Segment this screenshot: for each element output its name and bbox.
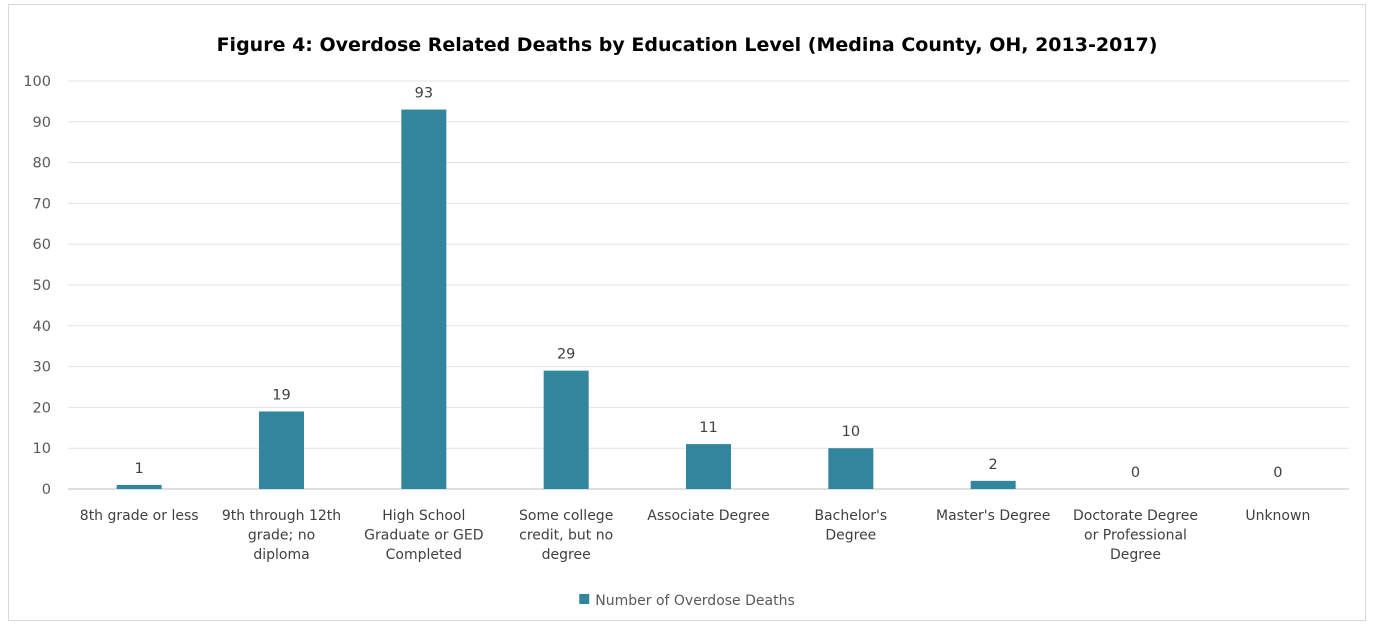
x-tick-label: Bachelor's Degree bbox=[814, 508, 887, 544]
y-tick-label: 30 bbox=[33, 360, 51, 376]
y-tick-label: 0 bbox=[42, 482, 51, 498]
bar bbox=[401, 109, 447, 489]
bar bbox=[259, 411, 304, 489]
bar bbox=[828, 448, 874, 489]
data-label: 0 bbox=[1131, 465, 1140, 481]
data-labels: 1 19 93 29 11 10 2 0 0 bbox=[135, 86, 1283, 481]
bar bbox=[686, 444, 731, 489]
x-tick-label: Associate Degree bbox=[647, 508, 769, 524]
bars bbox=[116, 109, 1016, 489]
legend-swatch bbox=[579, 594, 590, 604]
data-label: 2 bbox=[989, 457, 998, 473]
x-tick-label: 8th grade or less bbox=[80, 508, 199, 524]
x-tick-label: Some college credit, but no degree bbox=[519, 508, 613, 563]
data-label: 11 bbox=[699, 420, 717, 436]
data-label: 10 bbox=[842, 424, 860, 440]
y-tick-label: 40 bbox=[33, 319, 51, 335]
x-tick-label: Master's Degree bbox=[936, 508, 1050, 524]
bar bbox=[970, 480, 1016, 489]
x-tick-label: Unknown bbox=[1245, 508, 1310, 524]
y-tick-label: 70 bbox=[33, 196, 51, 212]
y-tick-label: 60 bbox=[33, 237, 51, 253]
data-label: 1 bbox=[135, 461, 144, 477]
x-tick-label: High School Graduate or GED Completed bbox=[364, 508, 483, 563]
y-tick-label: 80 bbox=[33, 156, 51, 172]
legend: Number of Overdose Deaths bbox=[579, 593, 795, 609]
y-tick-label: 90 bbox=[33, 115, 51, 131]
y-tick-label: 50 bbox=[33, 278, 51, 294]
x-tick-label: Doctorate Degree or Professional Degree bbox=[1073, 508, 1198, 563]
bar bbox=[543, 370, 589, 489]
legend-label: Number of Overdose Deaths bbox=[595, 593, 795, 609]
data-label: 19 bbox=[272, 387, 290, 403]
chart-frame bbox=[8, 4, 1366, 621]
y-tick-label: 20 bbox=[33, 400, 51, 416]
x-axis-ticks: 8th grade or less 9th through 12th grade; … bbox=[80, 508, 1311, 563]
x-tick-label: 9th through 12th grade; no diploma bbox=[222, 508, 341, 563]
bar bbox=[116, 484, 162, 489]
y-tick-label: 100 bbox=[23, 74, 51, 90]
data-label: 93 bbox=[415, 86, 433, 102]
y-tick-label: 10 bbox=[33, 441, 51, 457]
data-label: 0 bbox=[1273, 465, 1282, 481]
y-axis-ticks: 0 10 20 30 40 50 60 70 80 90 100 bbox=[23, 74, 51, 498]
data-label: 29 bbox=[557, 347, 575, 363]
chart-title: Figure 4: Overdose Related Deaths by Edu… bbox=[217, 34, 1158, 56]
